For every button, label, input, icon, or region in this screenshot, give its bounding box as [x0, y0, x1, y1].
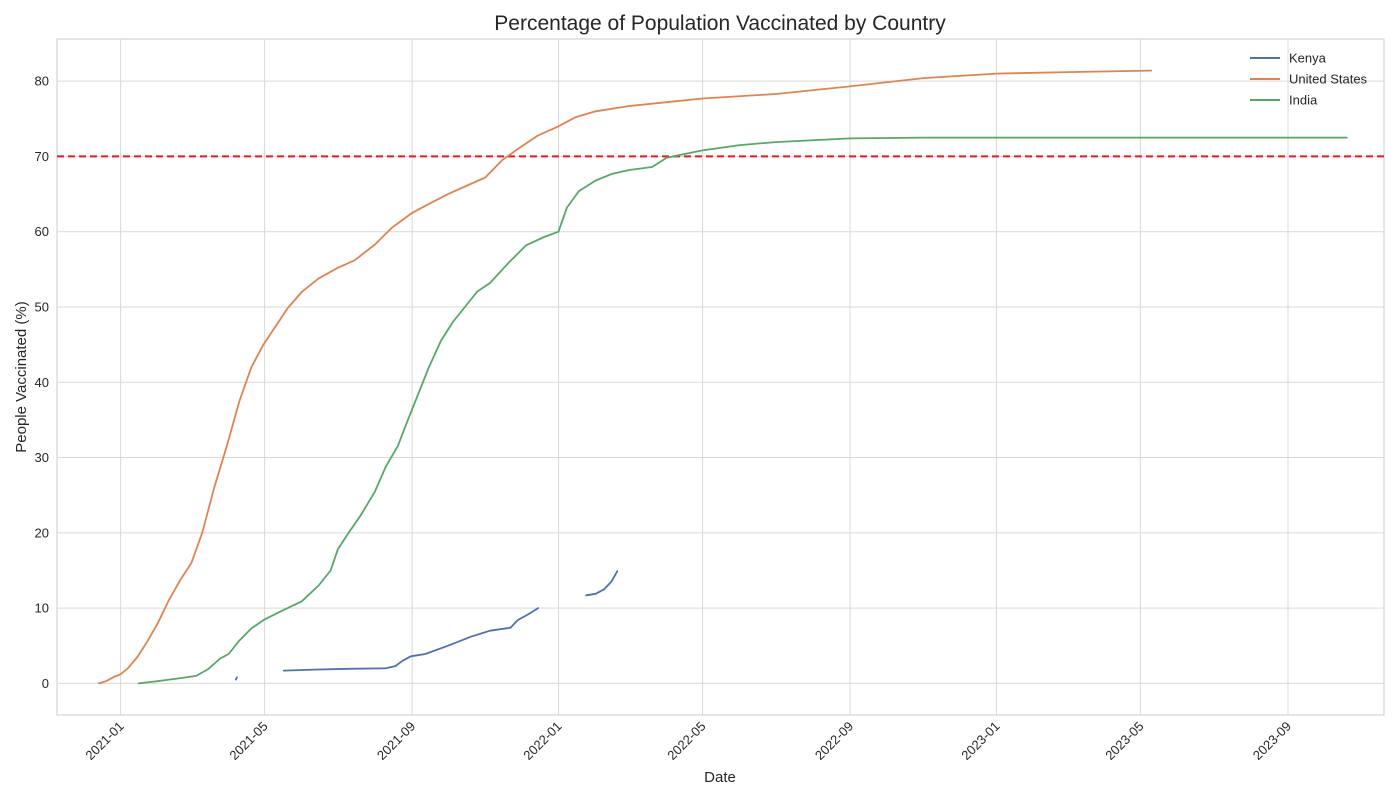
series-india: [137, 136, 1348, 685]
legend-label: Kenya: [1289, 51, 1327, 66]
legend-label: United States: [1289, 72, 1368, 87]
y-axis-label: People Vaccinated (%): [13, 301, 30, 452]
x-tick-label: 2023-05: [1102, 719, 1146, 763]
x-tick-label: 2023-01: [958, 719, 1002, 763]
x-tick-label: 2022-01: [520, 719, 564, 763]
y-tick-label: 40: [35, 375, 49, 390]
y-tick-label: 10: [35, 601, 49, 616]
x-tick-label: 2022-05: [664, 719, 708, 763]
series-line: [137, 136, 1348, 685]
x-tick-label: 2023-09: [1250, 719, 1294, 763]
y-tick-labels: 0 10 20 30 40 50 60 70 80: [35, 74, 49, 691]
chart-title: Percentage of Population Vaccinated by C…: [494, 12, 946, 35]
x-tick-label: 2021-09: [374, 719, 418, 763]
legend-item: United States: [1250, 72, 1368, 87]
y-tick-label: 80: [35, 74, 49, 89]
series-united-states: [98, 69, 1153, 685]
series-line: [585, 570, 619, 597]
legend-item: Kenya: [1250, 51, 1327, 66]
x-axis-label: Date: [704, 769, 736, 786]
grid-lines: [57, 39, 1384, 715]
x-tick-label: 2021-05: [226, 719, 270, 763]
x-tick-labels: 2021-01 2021-05 2021-09 2022-01 2022-05 2022-…: [82, 719, 1294, 763]
y-tick-label: 70: [35, 149, 49, 164]
legend: Kenya United States India: [1250, 51, 1368, 108]
legend-item: India: [1250, 93, 1318, 108]
series-line: [234, 676, 238, 681]
y-tick-label: 30: [35, 450, 49, 465]
series-line: [282, 607, 539, 672]
legend-label: India: [1289, 93, 1318, 108]
series-layer: [98, 69, 1348, 685]
y-tick-label: 50: [35, 299, 49, 314]
y-tick-label: 60: [35, 224, 49, 239]
x-tick-label: 2022-09: [812, 719, 856, 763]
series-line: [98, 69, 1153, 685]
series-kenya: [234, 570, 619, 681]
plot-area: [56, 38, 1385, 716]
y-tick-label: 0: [42, 676, 49, 691]
x-tick-label: 2021-01: [82, 719, 126, 763]
y-tick-label: 20: [35, 525, 49, 540]
